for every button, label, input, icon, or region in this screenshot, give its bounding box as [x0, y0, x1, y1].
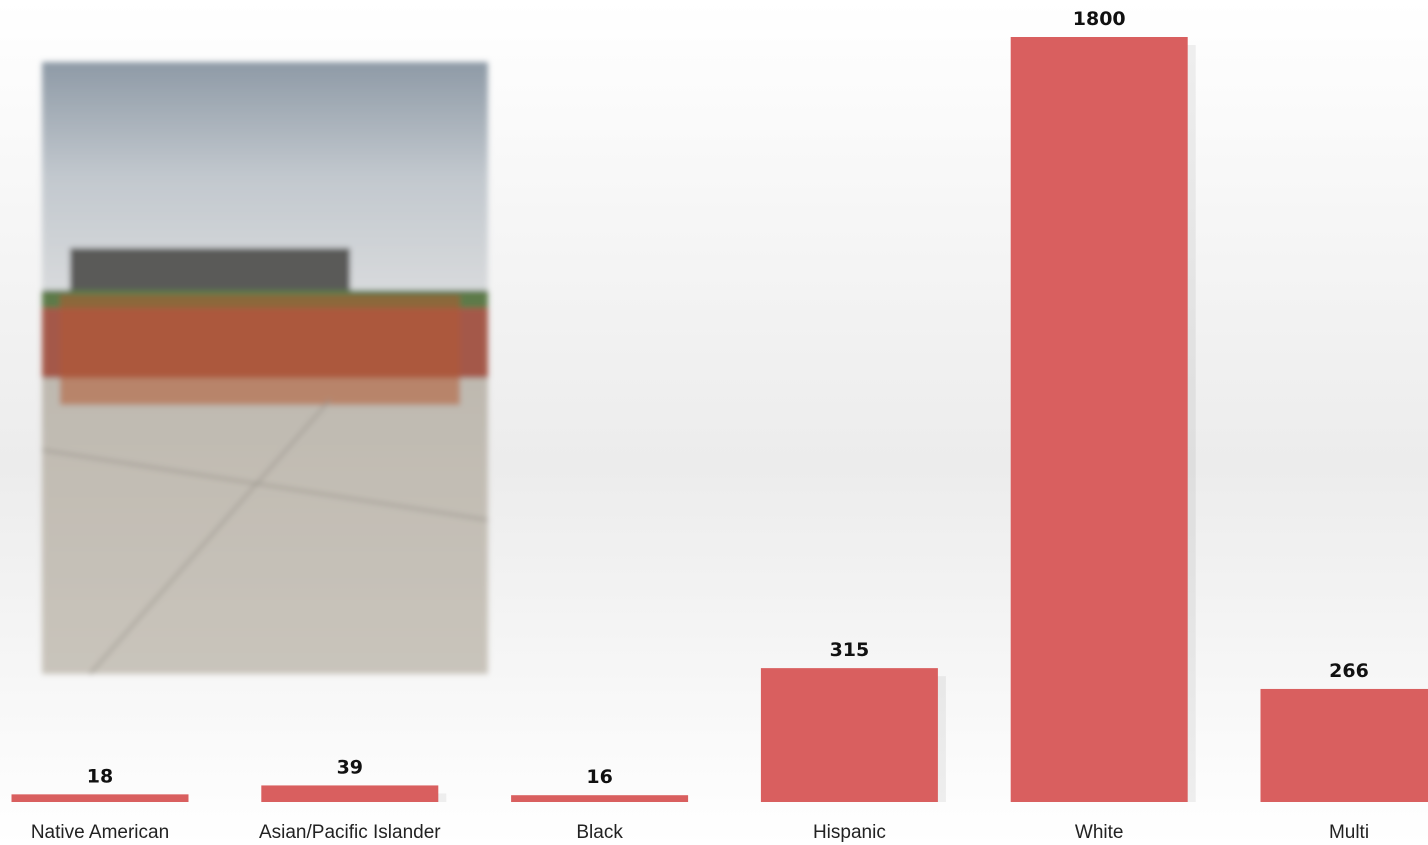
x-tick-label: Black [576, 822, 623, 843]
value-label: 18 [87, 765, 113, 787]
photo-people [60, 295, 460, 405]
bar [1010, 37, 1188, 802]
bar [11, 794, 189, 802]
bar [1260, 688, 1428, 802]
value-label: 16 [586, 766, 612, 788]
bar [511, 795, 689, 802]
photo-crack [41, 449, 489, 521]
photo-crack [89, 399, 331, 675]
photo-stands [70, 248, 350, 290]
photo [41, 62, 489, 675]
value-label: 266 [1329, 660, 1369, 682]
x-tick-label: Multi [1329, 822, 1369, 843]
bar [760, 668, 938, 802]
value-label: 315 [830, 639, 870, 661]
x-tick-label: Asian/Pacific Islander [259, 822, 441, 843]
x-tick-label: Native American [31, 822, 169, 843]
x-tick-label: White [1075, 822, 1124, 843]
value-label: 39 [337, 756, 363, 778]
bar [261, 785, 439, 802]
x-tick-label: Hispanic [813, 822, 886, 843]
value-label: 1800 [1073, 8, 1126, 30]
